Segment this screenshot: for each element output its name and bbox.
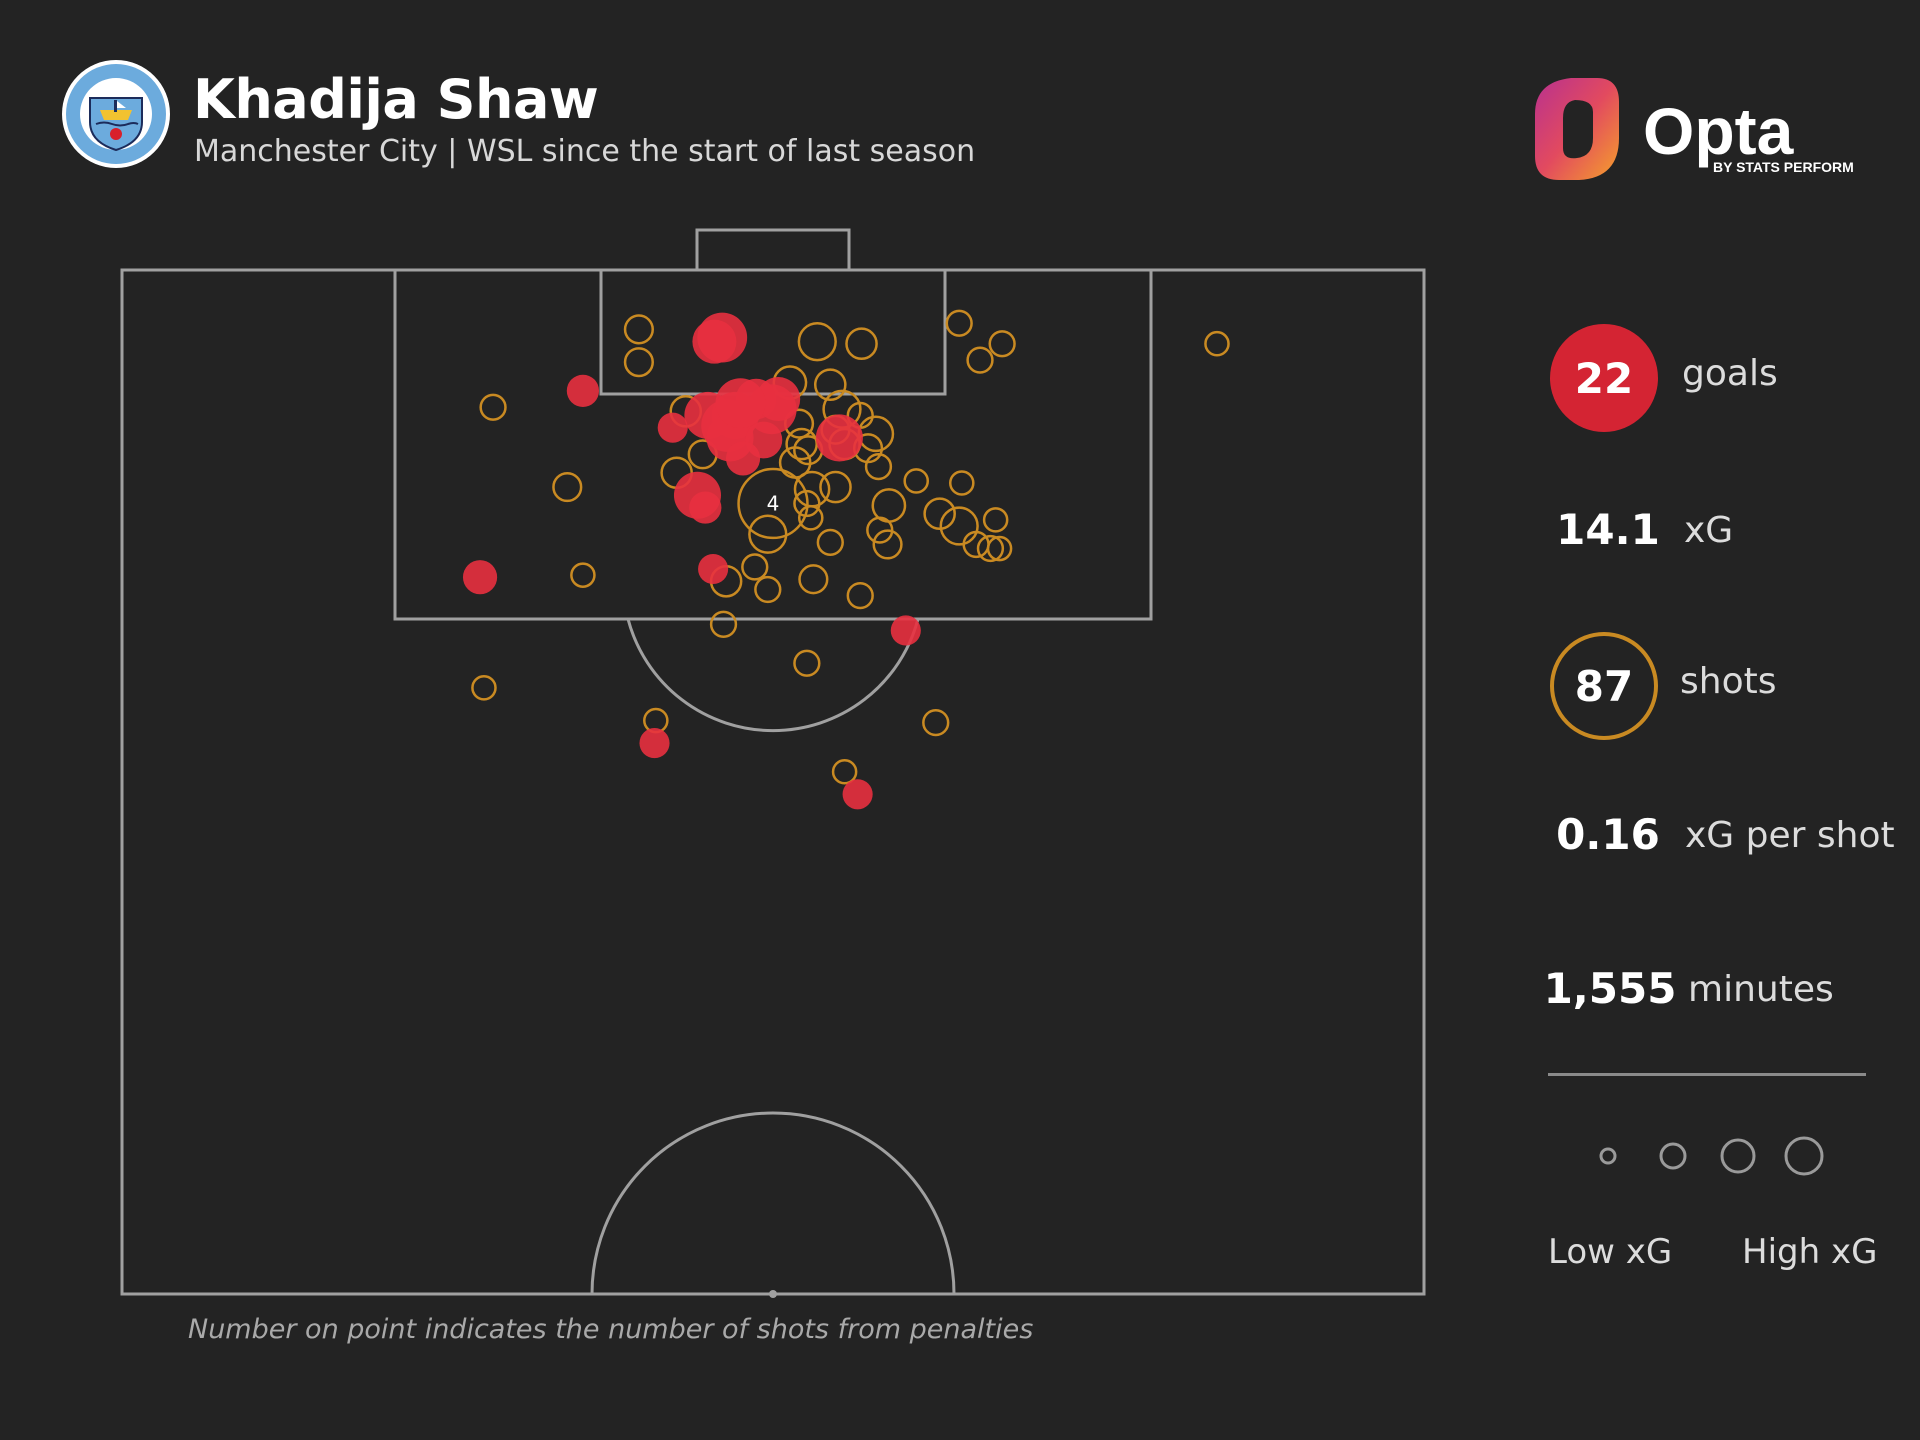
shot-point-29 <box>819 470 852 504</box>
shot-point-51 <box>793 649 821 677</box>
goal-point-18 <box>890 615 921 646</box>
legend-high-label: High xG <box>1742 1232 1878 1272</box>
goal-point-2 <box>692 319 737 364</box>
shot-point-2 <box>623 347 654 378</box>
shot-point-50 <box>709 610 738 638</box>
header: Khadija Shaw Manchester City | WSL since… <box>60 58 1920 188</box>
shot-point-33 <box>923 497 956 531</box>
goal-point-10 <box>657 412 688 443</box>
minutes-label: minutes <box>1688 969 1834 1010</box>
player-name: Khadija Shaw <box>193 68 599 131</box>
shot-point-1 <box>623 314 654 345</box>
stat-shots: 87 shots <box>1530 632 1920 742</box>
goal-point-19 <box>639 728 670 759</box>
goal-point-22 <box>689 491 722 524</box>
shot-point-8 <box>1204 330 1230 357</box>
goal-point-16 <box>698 553 729 585</box>
goals-label: goals <box>1682 353 1778 394</box>
goals-badge: 22 <box>1550 324 1658 432</box>
shots-badge: 87 <box>1550 632 1658 740</box>
minutes-value: 1,555 <box>1543 964 1677 1013</box>
shot-point-34 <box>797 505 824 531</box>
legend-low-label: Low xG <box>1548 1232 1673 1272</box>
shot-point-6 <box>988 330 1016 358</box>
shot-point-45 <box>741 553 769 581</box>
shot-point-42 <box>976 534 1005 563</box>
xg-size-legend <box>1599 1136 1824 1176</box>
shot-point-4 <box>845 327 878 361</box>
shot-point-52 <box>471 674 497 701</box>
goal-point-21 <box>715 378 766 429</box>
shot-point-27 <box>552 471 583 503</box>
xg-label: xG <box>1684 510 1734 551</box>
shot-point-49 <box>846 581 874 610</box>
shot-point-35 <box>982 507 1009 533</box>
shot-point-7 <box>966 346 994 374</box>
shot-point-24 <box>864 452 893 481</box>
goal-point-17 <box>462 560 498 595</box>
shot-point-9 <box>479 393 507 421</box>
shot-point-40 <box>872 529 903 560</box>
shot-point-39 <box>816 528 844 557</box>
shot-point-26 <box>903 468 930 494</box>
shot-point-36 <box>939 506 979 546</box>
centre-circle <box>590 1111 956 1295</box>
player-subtitle: Manchester City | WSL since the start of… <box>194 134 976 169</box>
penalty-marker: 4 <box>737 467 809 540</box>
legend-circle-2 <box>1659 1142 1687 1170</box>
legend-circle-1 <box>1599 1147 1617 1165</box>
panel-divider <box>1548 1073 1866 1076</box>
shot-point-47 <box>798 564 829 595</box>
legend-circle-4 <box>1784 1136 1824 1176</box>
opta-logo-icon: Opta BY STATS PERFORM <box>1535 78 1854 180</box>
xg-value: 14.1 <box>1556 505 1660 554</box>
goal-point-14 <box>725 441 761 476</box>
opta-tagline: BY STATS PERFORM <box>1713 159 1854 175</box>
xg-per-shot-value: 0.16 <box>1556 810 1660 859</box>
shot-point-30 <box>948 470 975 496</box>
shot-point-55 <box>831 758 858 785</box>
goal-point-20 <box>842 779 873 810</box>
penalty-arc <box>626 618 920 733</box>
stat-xg: 14.1 xG <box>1530 481 1920 591</box>
goals-layer <box>462 312 921 810</box>
manchester-city-crest-icon <box>62 60 170 168</box>
goal-point-13 <box>815 414 863 462</box>
shot-point-44 <box>570 562 596 588</box>
shots-label: shots <box>1680 661 1777 702</box>
shot-point-3 <box>797 322 837 362</box>
centre-spot <box>769 1290 777 1298</box>
xg-per-shot-label: xG per shot <box>1685 815 1895 856</box>
penalty-shots-count: 4 <box>767 491 780 515</box>
shot-point-48 <box>754 575 782 604</box>
penalty-shots-point <box>737 467 809 540</box>
stat-goals: 22 goals <box>1530 324 1920 434</box>
shot-point-11 <box>813 368 847 401</box>
stats-panel: 22 goals 14.1 xG 87 shots 0.16 xG per sh… <box>1530 0 1920 1440</box>
shot-point-19 <box>785 427 818 461</box>
shot-map-pitch: 4 <box>120 228 1426 1298</box>
shot-point-31 <box>793 489 821 518</box>
footnote: Number on point indicates the number of … <box>188 1314 1034 1345</box>
shot-point-5 <box>945 309 973 337</box>
goal-frame <box>695 228 851 272</box>
shot-point-54 <box>922 708 950 737</box>
goal-point-9 <box>756 377 801 422</box>
stat-minutes: 1,555 minutes <box>1530 940 1920 1050</box>
legend-circle-3 <box>1720 1138 1756 1174</box>
pitch-lines <box>120 228 1426 1298</box>
shot-point-43 <box>986 535 1013 562</box>
stat-xg-per-shot: 0.16 xG per shot <box>1530 786 1920 896</box>
opta-wordmark: Opta <box>1643 94 1795 168</box>
goal-point-3 <box>566 374 600 407</box>
